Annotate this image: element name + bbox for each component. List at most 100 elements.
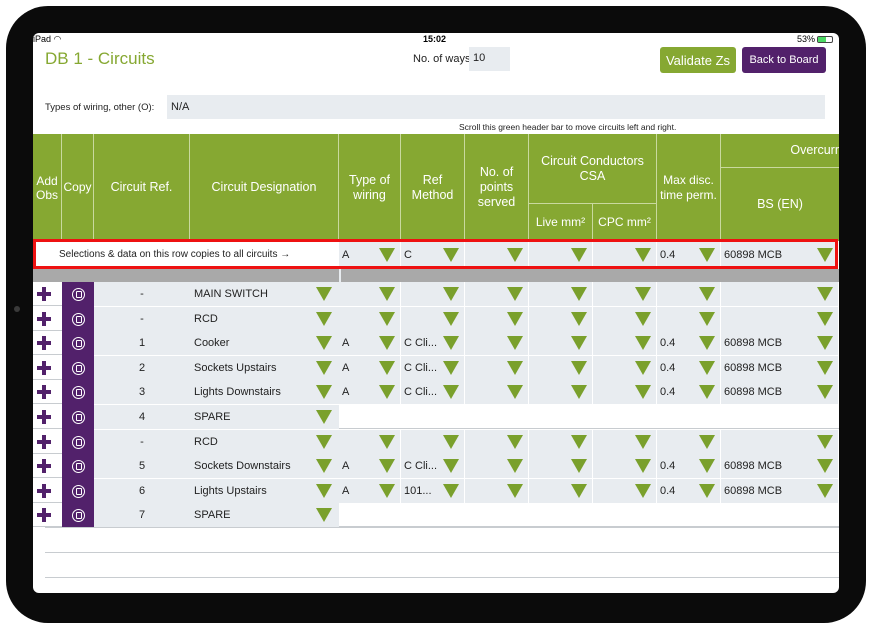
cell-ref-method[interactable]: C Cli... [401,454,465,479]
copy-row-no-of-points[interactable] [465,241,529,269]
copy-button[interactable] [62,454,94,480]
cell-ref-method[interactable] [401,306,465,331]
add-obs-plus-icon[interactable] [37,360,51,375]
copy-button[interactable] [62,405,94,430]
copy-button[interactable] [62,282,94,307]
copy-button[interactable] [62,306,94,332]
circuit-ref[interactable]: 4 [94,405,190,429]
circuit-ref[interactable]: 1 [94,331,190,356]
cell-max-disc[interactable]: 0.4 [657,380,721,405]
cell-type-of-wiring[interactable]: A [339,355,401,380]
copy-button[interactable] [62,331,94,357]
circuit-designation[interactable]: Sockets Downstairs [190,454,339,479]
cell-bs-en[interactable]: 60898 MCB [721,454,839,479]
circuit-designation[interactable]: SPARE [190,405,339,429]
cell-type-of-wiring[interactable]: A [339,331,401,356]
cell-no-of-points[interactable] [465,355,529,380]
cell-ref-method[interactable]: C Cli... [401,380,465,405]
cell-type-of-wiring[interactable] [339,429,401,454]
circuit-designation[interactable]: RCD [190,306,339,331]
cell-bs-en[interactable]: 60898 MCB [721,380,839,405]
copy-row-bs-en[interactable]: 60898 MCB [721,241,839,269]
add-obs-plus-icon[interactable] [37,287,51,301]
cell-ref-method[interactable]: C Cli... [401,355,465,380]
copy-row-live-mm2[interactable] [529,241,593,269]
cell-cpc-mm2[interactable] [593,478,657,503]
copy-row-type-of-wiring[interactable]: A [339,241,401,269]
circuit-ref[interactable]: 6 [94,478,190,503]
cell-bs-en[interactable] [721,306,839,331]
copy-row-ref-method[interactable]: C [401,241,465,269]
cell-no-of-points[interactable] [465,478,529,503]
cell-live-mm2[interactable] [529,380,593,405]
cell-live-mm2[interactable] [529,282,593,306]
circuit-designation[interactable]: SPARE [190,503,339,528]
circuit-designation[interactable]: RCD [190,429,339,454]
cell-live-mm2[interactable] [529,355,593,380]
circuit-designation[interactable]: MAIN SWITCH [190,282,339,306]
circuit-ref[interactable]: 2 [94,355,190,380]
copy-button[interactable] [62,429,94,455]
circuit-designation[interactable]: Sockets Upstairs [190,355,339,380]
cell-cpc-mm2[interactable] [593,380,657,405]
cell-no-of-points[interactable] [465,380,529,405]
cell-max-disc[interactable] [657,306,721,331]
cell-no-of-points[interactable] [465,429,529,454]
cell-live-mm2[interactable] [529,429,593,454]
cell-live-mm2[interactable] [529,306,593,331]
cell-max-disc[interactable]: 0.4 [657,355,721,380]
cell-live-mm2[interactable] [529,331,593,356]
cell-ref-method[interactable]: 101... [401,478,465,503]
cell-type-of-wiring[interactable]: A [339,478,401,503]
cell-cpc-mm2[interactable] [593,429,657,454]
cell-bs-en[interactable] [721,282,839,306]
circuit-ref[interactable]: 7 [94,503,190,528]
cell-bs-en[interactable]: 60898 MCB [721,331,839,356]
copy-button[interactable] [62,503,94,529]
cell-bs-en[interactable]: 60898 MCB [721,355,839,380]
add-obs-plus-icon[interactable] [37,311,51,326]
cell-cpc-mm2[interactable] [593,355,657,380]
add-obs-plus-icon[interactable] [37,385,51,400]
validate-zs-button[interactable]: Validate Zs [660,47,736,73]
cell-cpc-mm2[interactable] [593,306,657,331]
circuit-designation[interactable]: Cooker [190,331,339,356]
circuit-designation[interactable]: Lights Downstairs [190,380,339,405]
cell-max-disc[interactable] [657,282,721,306]
circuit-designation[interactable]: Lights Upstairs [190,478,339,503]
add-obs-plus-icon[interactable] [37,508,51,523]
table-header[interactable]: Add Obs Copy Circuit Ref. Circuit Design… [33,134,839,241]
add-obs-plus-icon[interactable] [37,410,51,424]
cell-no-of-points[interactable] [465,454,529,479]
cell-no-of-points[interactable] [465,282,529,306]
copy-button[interactable] [62,380,94,406]
cell-type-of-wiring[interactable]: A [339,380,401,405]
cell-no-of-points[interactable] [465,331,529,356]
cell-type-of-wiring[interactable]: A [339,454,401,479]
cell-max-disc[interactable]: 0.4 [657,478,721,503]
add-obs-plus-icon[interactable] [37,483,51,498]
copy-button[interactable] [62,478,94,504]
copy-row-cpc-mm2[interactable] [593,241,657,269]
cell-max-disc[interactable] [657,429,721,454]
cell-live-mm2[interactable] [529,478,593,503]
circuit-ref[interactable]: - [94,306,190,331]
cell-cpc-mm2[interactable] [593,282,657,306]
cell-ref-method[interactable] [401,429,465,454]
add-obs-plus-icon[interactable] [37,434,51,449]
cell-type-of-wiring[interactable] [339,282,401,306]
cell-max-disc[interactable]: 0.4 [657,331,721,356]
cell-ref-method[interactable] [401,282,465,306]
copy-row-max-disc[interactable]: 0.4 [657,241,721,269]
cell-max-disc[interactable]: 0.4 [657,454,721,479]
circuit-ref[interactable]: 3 [94,380,190,405]
circuit-ref[interactable]: - [94,282,190,306]
cell-no-of-points[interactable] [465,306,529,331]
cell-ref-method[interactable]: C Cli... [401,331,465,356]
ways-input[interactable]: 10 [469,47,510,71]
wiring-other-input[interactable]: N/A [167,95,825,119]
add-obs-plus-icon[interactable] [37,336,51,351]
cell-bs-en[interactable] [721,429,839,454]
copy-button[interactable] [62,355,94,381]
cell-cpc-mm2[interactable] [593,331,657,356]
